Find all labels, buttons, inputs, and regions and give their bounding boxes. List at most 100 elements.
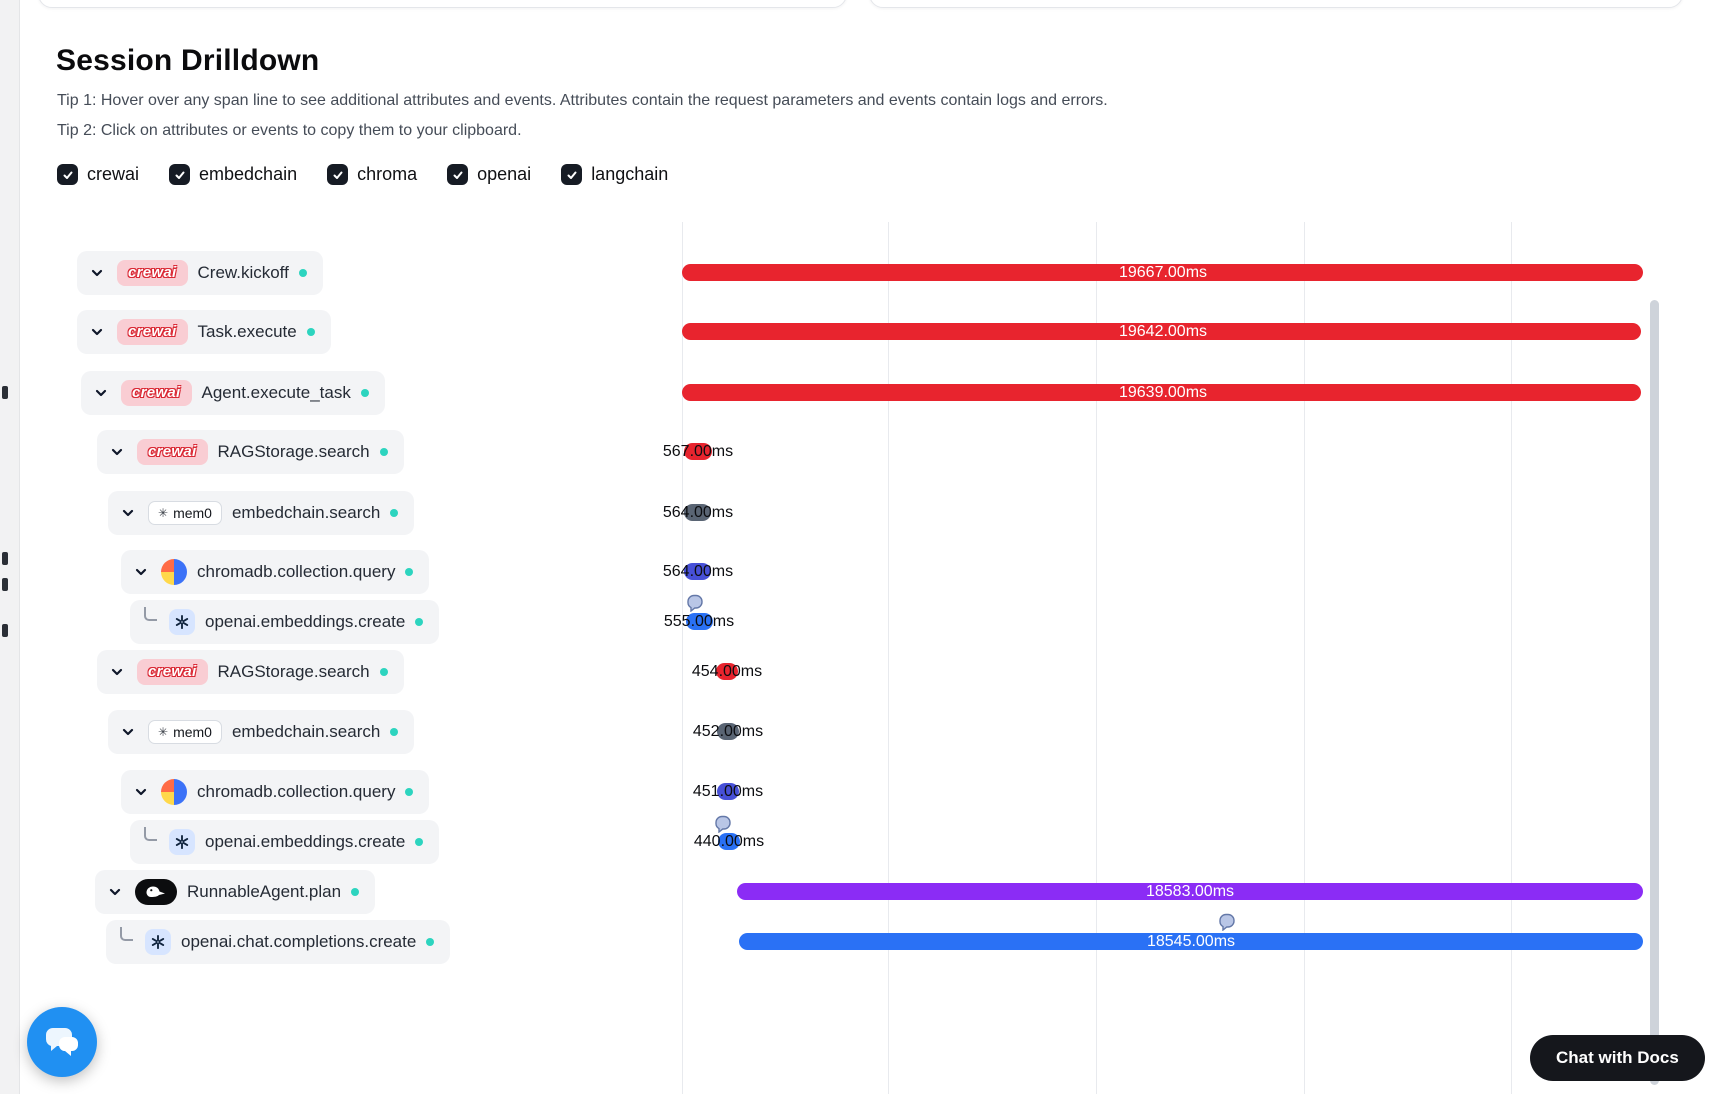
- event-bubble-icon[interactable]: [1217, 912, 1237, 932]
- filter-crewai[interactable]: crewai: [57, 164, 139, 185]
- span-row: ✳ mem0 embedchain.search 564.00ms: [0, 491, 1725, 535]
- duration-bar[interactable]: [684, 504, 711, 521]
- status-dot: [379, 448, 388, 456]
- span-name: chromadb.collection.query: [197, 562, 396, 581]
- span-tree-item[interactable]: crewai RAGStorage.search: [97, 430, 404, 474]
- duration-bar[interactable]: [682, 384, 1641, 401]
- duration-bar[interactable]: [737, 883, 1643, 900]
- filter-langchain[interactable]: langchain: [561, 164, 668, 185]
- duration-bar[interactable]: [716, 663, 738, 680]
- span-name: embedchain.search: [231, 503, 381, 522]
- status-dot: [415, 838, 424, 846]
- checkbox-checked-icon[interactable]: [169, 164, 191, 185]
- span-tree-item[interactable]: chromadb.collection.query: [121, 770, 430, 814]
- langchain-logo-icon: [135, 879, 177, 905]
- chevron-down-icon[interactable]: [91, 383, 111, 403]
- tip-1: Tip 1: Hover over any span line to see a…: [57, 92, 1108, 109]
- tree-connector-icon: [144, 827, 157, 841]
- status-dot: [405, 788, 414, 796]
- span-name: RunnableAgent.plan: [187, 882, 342, 901]
- chroma-logo-icon: [161, 559, 187, 585]
- span-name: openai.embeddings.create: [205, 832, 406, 851]
- span-tree-item[interactable]: crewai RAGStorage.search: [97, 650, 404, 694]
- openai-logo-icon: [169, 829, 195, 855]
- span-row: chromadb.collection.query 451.00ms: [0, 770, 1725, 814]
- chevron-down-icon[interactable]: [105, 882, 125, 902]
- chevron-down-icon[interactable]: [131, 562, 151, 582]
- span-tree-item[interactable]: ✳ mem0 embedchain.search: [108, 710, 415, 754]
- chevron-down-icon[interactable]: [107, 442, 127, 462]
- chroma-logo-icon: [161, 779, 187, 805]
- event-bubble-icon[interactable]: [685, 593, 705, 613]
- filter-label: chroma: [357, 164, 418, 184]
- duration-bar[interactable]: [739, 933, 1643, 950]
- status-dot: [415, 618, 424, 626]
- span-tree-item[interactable]: crewai Task.execute: [77, 310, 331, 354]
- filter-label: embedchain: [199, 164, 298, 184]
- span-row: RunnableAgent.plan 18583.00ms: [0, 870, 1725, 914]
- checkbox-checked-icon[interactable]: [561, 164, 583, 185]
- span-tree-item[interactable]: crewai Agent.execute_task: [81, 371, 385, 415]
- tree-connector-icon: [144, 607, 157, 621]
- span-row: ✳ mem0 embedchain.search 452.00ms: [0, 710, 1725, 754]
- span-name: openai.chat.completions.create: [181, 932, 417, 951]
- timeline-gridline: [1511, 222, 1512, 1094]
- span-row: crewai Crew.kickoff 19667.00ms: [0, 251, 1725, 295]
- left-edge-panel: [0, 0, 20, 1094]
- span-tree-item[interactable]: chromadb.collection.query: [121, 550, 430, 594]
- span-row: chromadb.collection.query 564.00ms: [0, 550, 1725, 594]
- status-dot: [405, 568, 414, 576]
- duration-bar[interactable]: [684, 443, 712, 460]
- span-tree-item[interactable]: crewai Crew.kickoff: [77, 251, 323, 295]
- tree-connector-icon: [120, 927, 133, 941]
- status-dot: [426, 938, 435, 946]
- page-title: Session Drilldown: [56, 44, 320, 77]
- checkbox-checked-icon[interactable]: [447, 164, 469, 185]
- vertical-scrollbar[interactable]: [1650, 300, 1659, 1085]
- status-dot: [360, 389, 369, 397]
- span-name: chromadb.collection.query: [197, 782, 396, 801]
- chevron-down-icon[interactable]: [87, 322, 107, 342]
- chevron-down-icon[interactable]: [118, 503, 138, 523]
- span-tree-item[interactable]: openai.chat.completions.create: [106, 920, 451, 964]
- chevron-down-icon[interactable]: [118, 722, 138, 742]
- duration-bar[interactable]: [718, 833, 740, 850]
- duration-bar[interactable]: [682, 264, 1643, 281]
- duration-bar[interactable]: [684, 563, 711, 580]
- chat-with-docs-button[interactable]: Chat with Docs: [1530, 1035, 1705, 1081]
- span-row: crewai Agent.execute_task 19639.00ms: [0, 371, 1725, 415]
- left-edge-text-fragment: [2, 552, 8, 565]
- duration-bar[interactable]: [686, 613, 713, 630]
- chevron-down-icon[interactable]: [131, 782, 151, 802]
- checkbox-checked-icon[interactable]: [57, 164, 78, 185]
- filter-chroma[interactable]: chroma: [327, 164, 417, 185]
- status-dot: [351, 888, 360, 896]
- timeline-gridline: [1304, 222, 1305, 1094]
- mem0-logo-text: mem0: [173, 505, 212, 521]
- span-name: openai.embeddings.create: [205, 612, 406, 631]
- filter-embedchain[interactable]: embedchain: [169, 164, 297, 185]
- span-row: openai.embeddings.create 440.00ms: [0, 820, 1725, 864]
- event-bubble-icon[interactable]: [713, 814, 733, 834]
- filter-label: openai: [477, 164, 532, 184]
- timeline-gridline: [682, 222, 683, 1094]
- duration-bar[interactable]: [682, 323, 1641, 340]
- span-tree-item[interactable]: openai.embeddings.create: [130, 600, 440, 644]
- span-tree-item[interactable]: openai.embeddings.create: [130, 820, 440, 864]
- vendor-filter-row: crewai embedchain chroma openai langchai…: [57, 164, 668, 185]
- crewai-logo: crewai: [137, 659, 208, 685]
- filter-label: langchain: [591, 164, 669, 184]
- span-tree-item[interactable]: RunnableAgent.plan: [95, 870, 376, 914]
- checkbox-checked-icon[interactable]: [327, 164, 349, 185]
- filter-openai[interactable]: openai: [447, 164, 531, 185]
- chat-widget-button[interactable]: [27, 1007, 97, 1077]
- duration-bar[interactable]: [717, 783, 739, 800]
- span-name: Agent.execute_task: [201, 383, 351, 402]
- duration-bar[interactable]: [717, 723, 739, 740]
- span-tree-item[interactable]: ✳ mem0 embedchain.search: [108, 491, 415, 535]
- span-row: crewai RAGStorage.search 454.00ms: [0, 650, 1725, 694]
- chevron-down-icon[interactable]: [107, 662, 127, 682]
- span-name: embedchain.search: [231, 722, 381, 741]
- chevron-down-icon[interactable]: [87, 263, 107, 283]
- mem0-logo: ✳ mem0: [148, 501, 222, 525]
